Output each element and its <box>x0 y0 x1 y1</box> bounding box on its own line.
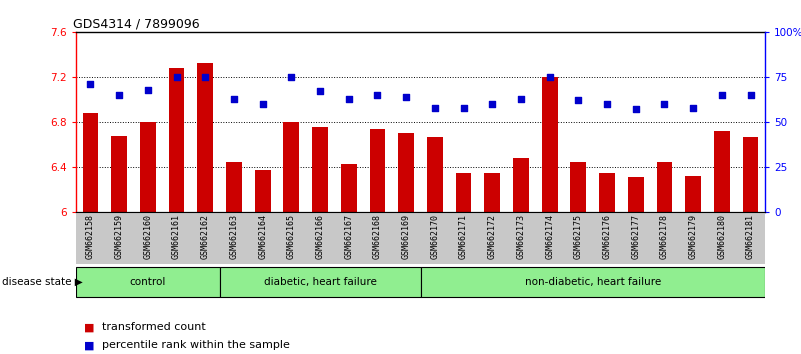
Point <box>256 101 269 107</box>
Point <box>170 74 183 80</box>
Point <box>84 81 97 87</box>
Point <box>514 96 527 102</box>
Point <box>457 105 470 110</box>
Bar <box>456 173 472 212</box>
Point <box>342 96 355 102</box>
Bar <box>83 113 99 212</box>
Text: GSM662160: GSM662160 <box>143 214 152 259</box>
Text: non-diabetic, heart failure: non-diabetic, heart failure <box>525 276 661 287</box>
Point <box>715 92 728 98</box>
Text: GDS4314 / 7899096: GDS4314 / 7899096 <box>73 18 199 31</box>
Point <box>543 74 556 80</box>
Point <box>142 87 155 92</box>
Text: GSM662165: GSM662165 <box>287 214 296 259</box>
Text: GSM662167: GSM662167 <box>344 214 353 259</box>
Point <box>486 101 499 107</box>
Text: GSM662181: GSM662181 <box>746 214 755 259</box>
Point <box>199 74 211 80</box>
Bar <box>427 137 443 212</box>
Text: GSM662179: GSM662179 <box>689 214 698 259</box>
Text: GSM662166: GSM662166 <box>316 214 324 259</box>
Text: GSM662161: GSM662161 <box>172 214 181 259</box>
Text: GSM662163: GSM662163 <box>229 214 239 259</box>
Point <box>572 98 585 103</box>
Point <box>744 92 757 98</box>
Text: GSM662164: GSM662164 <box>258 214 268 259</box>
Text: GSM662170: GSM662170 <box>430 214 440 259</box>
Point <box>658 101 671 107</box>
Point <box>314 88 327 94</box>
Bar <box>226 162 242 212</box>
Point <box>227 96 240 102</box>
Bar <box>312 127 328 212</box>
Bar <box>628 177 644 212</box>
Bar <box>76 267 219 297</box>
Point <box>113 92 126 98</box>
Bar <box>657 162 672 212</box>
Bar <box>485 173 500 212</box>
Text: GSM662172: GSM662172 <box>488 214 497 259</box>
Bar <box>197 63 213 212</box>
Point <box>429 105 441 110</box>
Point <box>371 92 384 98</box>
Text: GSM662176: GSM662176 <box>602 214 612 259</box>
Bar <box>219 267 421 297</box>
Text: GSM662162: GSM662162 <box>201 214 210 259</box>
Bar <box>686 176 701 212</box>
Text: GSM662177: GSM662177 <box>631 214 640 259</box>
Point <box>630 107 642 112</box>
Point <box>285 74 298 80</box>
Bar <box>421 267 765 297</box>
Bar <box>341 164 356 212</box>
Bar <box>513 158 529 212</box>
Text: GSM662159: GSM662159 <box>115 214 123 259</box>
Bar <box>570 162 586 212</box>
Text: diabetic, heart failure: diabetic, heart failure <box>264 276 376 287</box>
Text: GSM662171: GSM662171 <box>459 214 468 259</box>
Bar <box>714 131 730 212</box>
Point <box>601 101 614 107</box>
Text: transformed count: transformed count <box>102 322 206 332</box>
Text: GSM662173: GSM662173 <box>517 214 525 259</box>
Text: GSM662178: GSM662178 <box>660 214 669 259</box>
Bar <box>398 133 414 212</box>
Text: GSM662180: GSM662180 <box>718 214 727 259</box>
Bar <box>169 68 184 212</box>
Bar <box>599 173 615 212</box>
Bar <box>743 137 759 212</box>
Text: percentile rank within the sample: percentile rank within the sample <box>102 340 290 350</box>
Text: ■: ■ <box>84 340 95 350</box>
Text: GSM662168: GSM662168 <box>373 214 382 259</box>
Point <box>686 105 699 110</box>
Text: GSM662169: GSM662169 <box>401 214 411 259</box>
Bar <box>369 129 385 212</box>
Bar <box>140 122 155 212</box>
Text: ■: ■ <box>84 322 95 332</box>
Text: control: control <box>130 276 166 287</box>
Bar <box>111 136 127 212</box>
Bar <box>284 122 300 212</box>
Text: GSM662174: GSM662174 <box>545 214 554 259</box>
Bar <box>255 170 271 212</box>
Text: disease state ▶: disease state ▶ <box>2 276 83 287</box>
Text: GSM662175: GSM662175 <box>574 214 583 259</box>
Bar <box>541 77 557 212</box>
Point <box>400 94 413 100</box>
Text: GSM662158: GSM662158 <box>86 214 95 259</box>
